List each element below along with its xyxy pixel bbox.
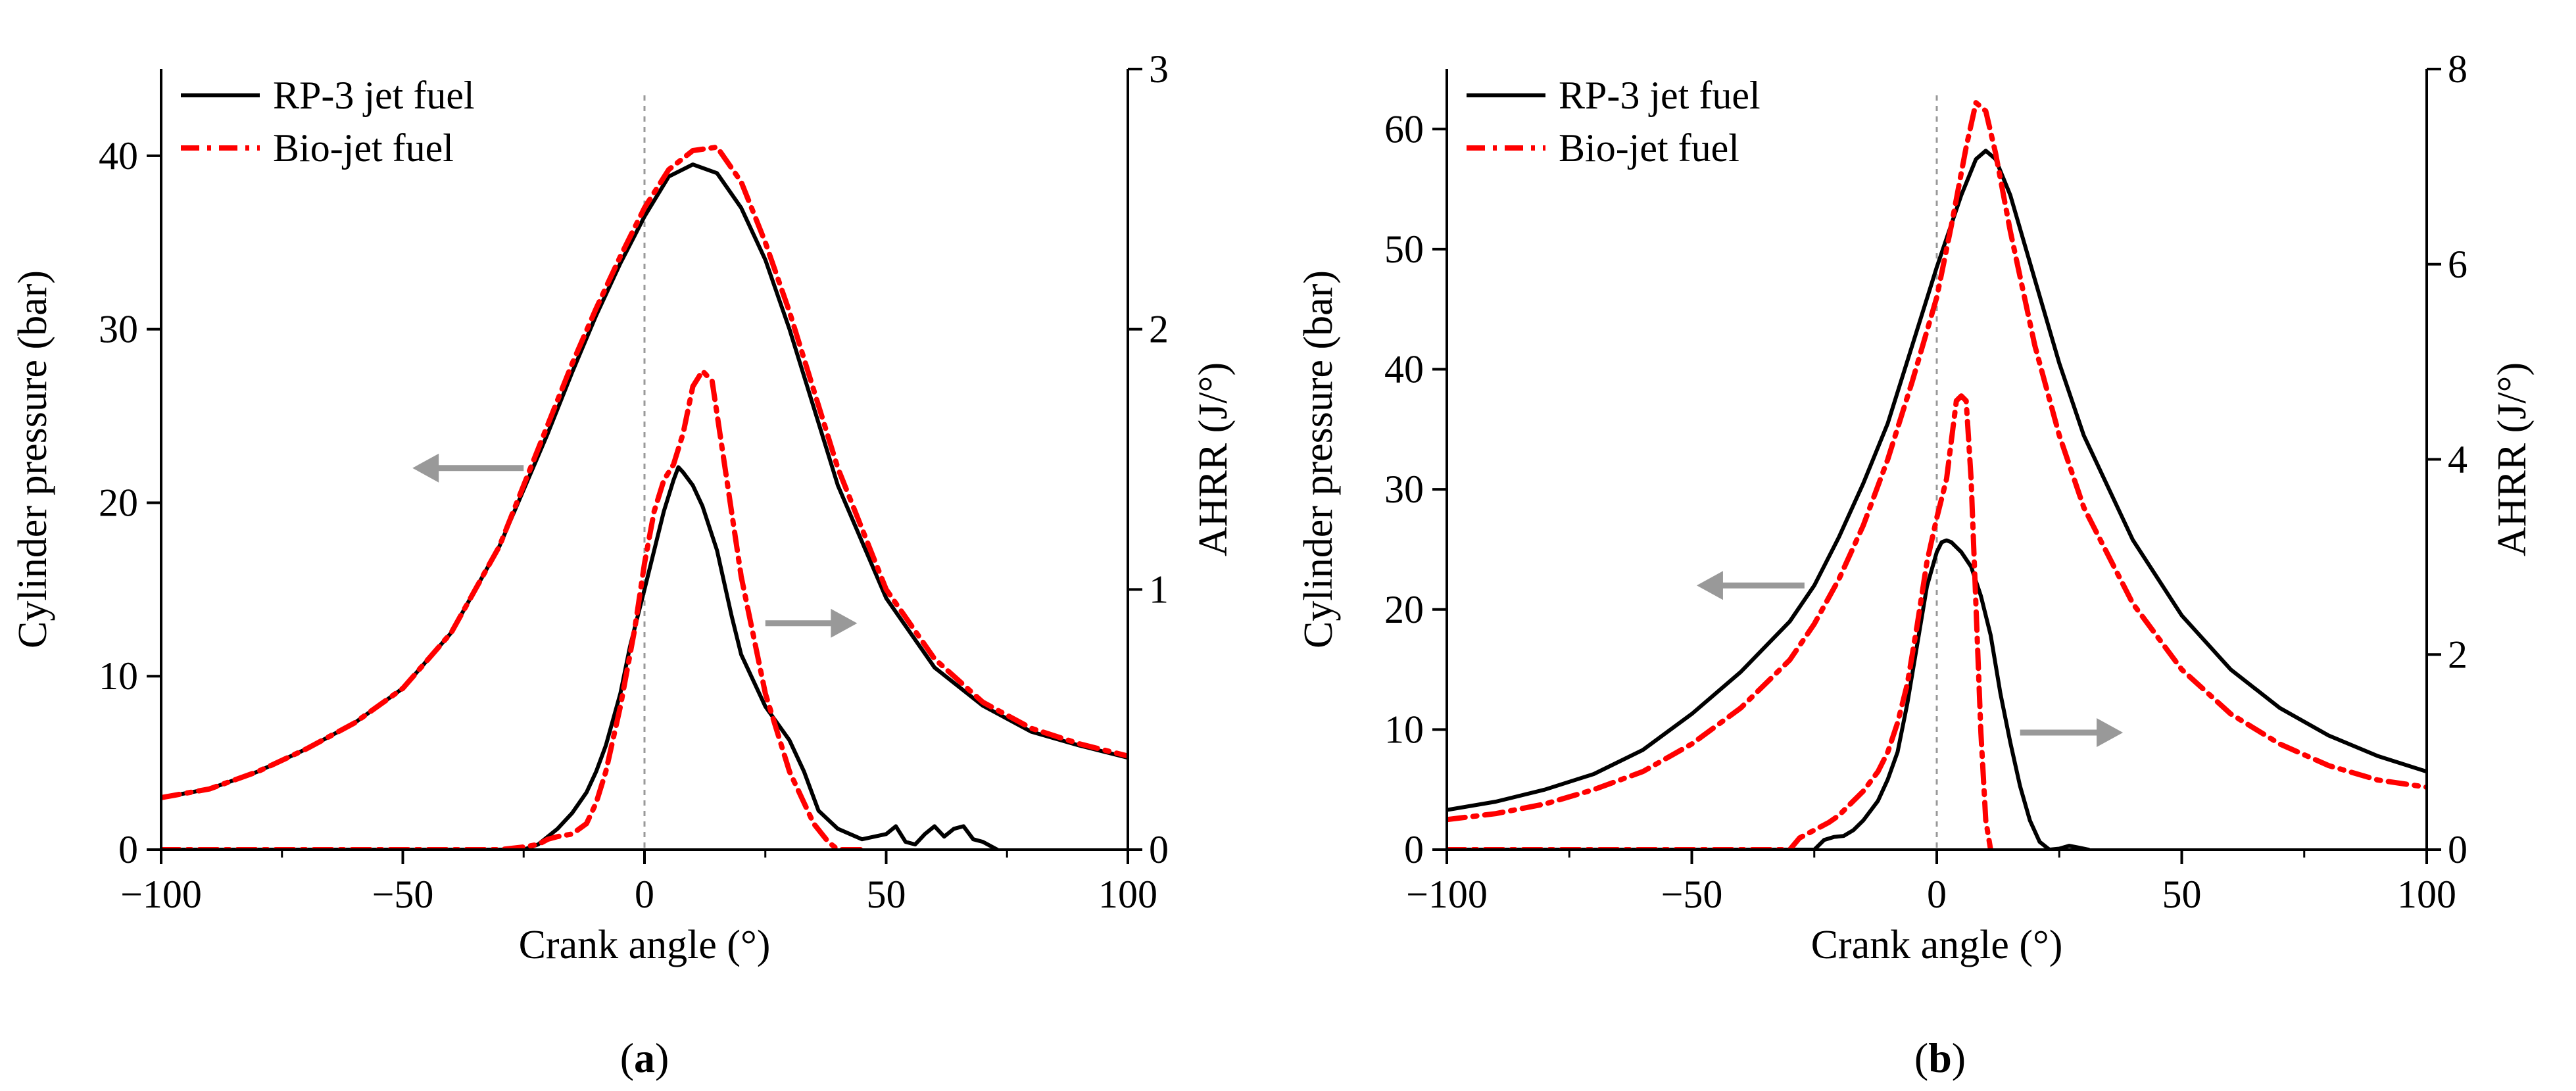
panel-label-open: ( [1914,1034,1928,1081]
x-axis-title: Crank angle (°) [519,923,771,967]
legend-label-bio: Bio-jet fuel [1559,126,1739,170]
series-line-rp-3-jet-fuel-ahrr [161,465,1000,850]
x-tick-label: 50 [2162,873,2202,916]
y-axis-right-title: AHRR (J/°) [2490,362,2535,556]
y-left-tick-label: 10 [99,654,138,698]
y-left-tick-label: 20 [1384,588,1424,631]
right-arrow-head [2097,717,2124,747]
x-tick-label: −100 [120,873,202,916]
series-line-rp-3-jet-fuel-ahrr [1447,538,2091,850]
y-left-tick-label: 0 [118,828,138,871]
panel-label: (a) [620,1034,669,1081]
left-arrow-head [412,453,439,483]
x-tick-label: 100 [2397,873,2456,916]
y-left-tick-label: 40 [1384,348,1424,391]
y-left-tick-label: 0 [1404,828,1424,871]
right-arrow-head [831,608,858,638]
y-left-tick-label: 60 [1384,107,1424,151]
y-right-tick-label: 0 [1149,828,1169,871]
y-right-tick-label: 0 [2448,828,2467,871]
y-left-tick-label: 30 [1384,468,1424,511]
series-line-bio-jet-fuel-ahrr [1447,393,1993,850]
series-line-bio-jet-fuel-pressure [161,144,1128,800]
x-axis-title: Crank angle (°) [1811,923,2063,967]
series-group [161,144,1128,850]
y-axis-left-title: Cylinder pressure (bar) [11,270,55,648]
y-left-tick-label: 30 [99,308,138,351]
x-tick-label: 50 [867,873,906,916]
legend-label-rp3: RP-3 jet fuel [1559,74,1761,117]
y-left-tick-label: 10 [1384,708,1424,751]
panel-label-close: ) [655,1034,669,1081]
series-group [1447,100,2427,850]
x-tick-label: 0 [1927,873,1947,916]
panel-label-letter: b [1928,1034,1952,1081]
x-tick-label: −50 [372,873,434,916]
y-axis-left-title: Cylinder pressure (bar) [1296,270,1341,648]
y-left-tick-label: 50 [1384,228,1424,271]
y-right-tick-label: 2 [1149,308,1169,351]
y-right-tick-label: 3 [1149,47,1169,91]
panel-label-open: ( [620,1034,634,1081]
y-right-tick-label: 6 [2448,243,2467,286]
y-left-tick-label: 40 [99,134,138,178]
series-line-bio-jet-fuel-ahrr [161,368,865,850]
y-right-tick-label: 2 [2448,633,2467,676]
x-tick-label: −50 [1661,873,1723,916]
panel-label: (b) [1914,1034,1966,1081]
series-line-bio-jet-fuel-pressure [1447,100,2427,823]
legend-label-rp3: RP-3 jet fuel [273,74,475,117]
y-left-tick-label: 20 [99,481,138,524]
x-tick-label: −100 [1406,873,1488,916]
y-right-tick-label: 8 [2448,47,2467,91]
y-axis-right-title: AHRR (J/°) [1191,362,1236,556]
series-line-rp-3-jet-fuel-pressure [1447,149,2427,812]
panel-label-close: ) [1952,1034,1966,1081]
x-tick-label: 100 [1098,873,1157,916]
panel-label-letter: a [634,1034,655,1081]
y-right-tick-label: 1 [1149,568,1169,611]
legend-label-bio: Bio-jet fuel [273,126,454,170]
x-tick-label: 0 [635,873,654,916]
y-right-tick-label: 4 [2448,438,2467,481]
left-arrow-head [1696,571,1723,600]
